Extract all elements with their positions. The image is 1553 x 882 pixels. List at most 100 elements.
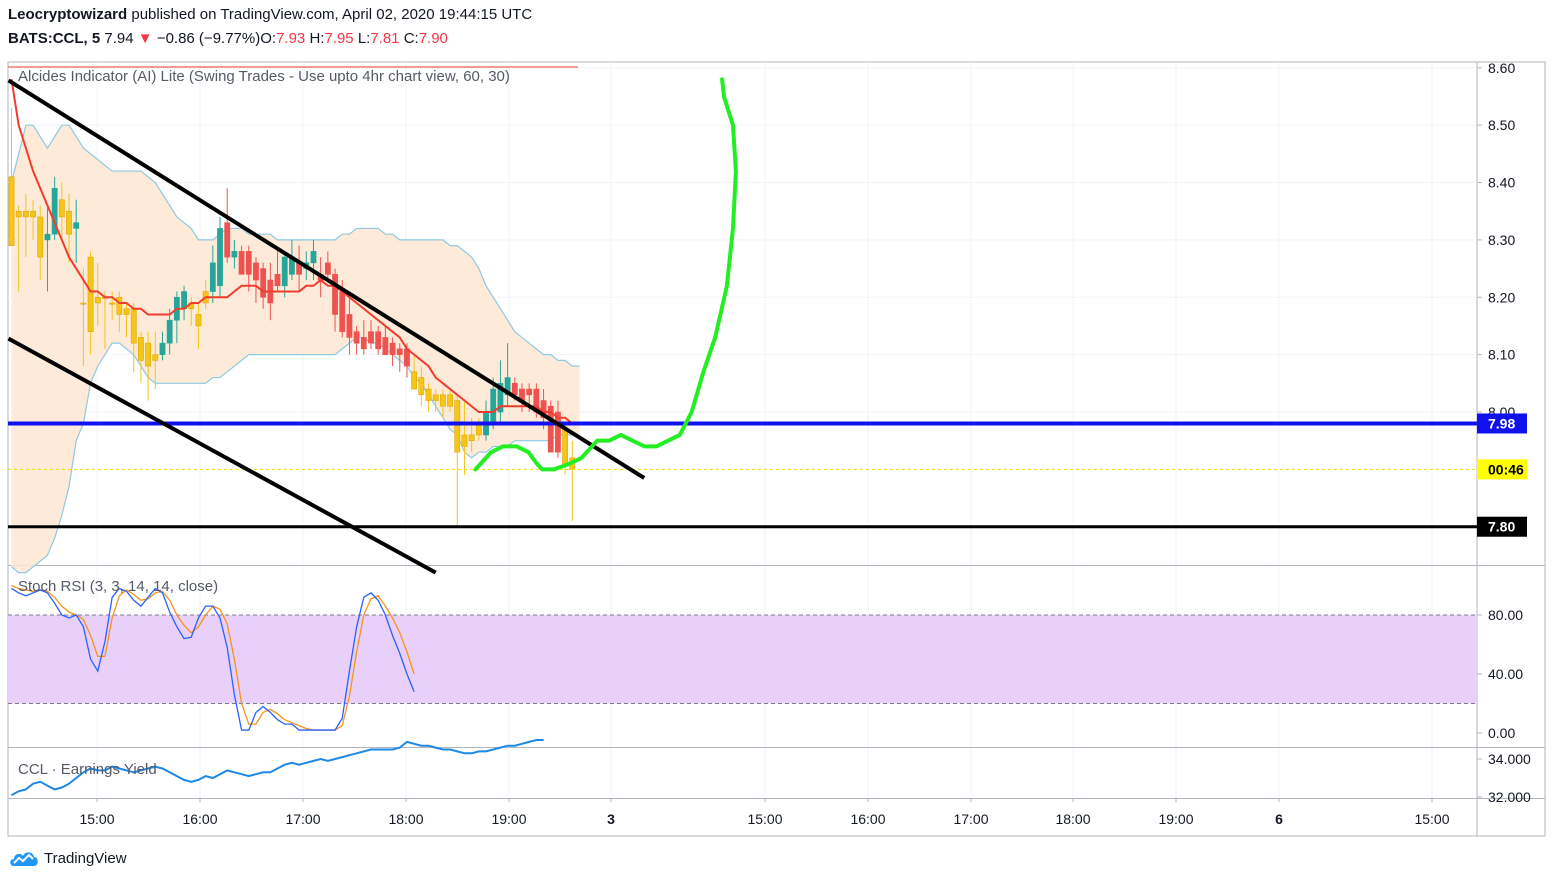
candle-body: [396, 348, 403, 355]
candle-body: [44, 233, 51, 241]
candle-body: [454, 400, 461, 453]
price-tick-label: 8.50: [1488, 117, 1515, 133]
candle-body: [66, 210, 72, 235]
bollinger-band-fill: [11, 125, 580, 573]
candle-body: [231, 251, 238, 258]
trend-channel-line: [7, 336, 437, 575]
candle-body: [152, 354, 159, 361]
candle-body: [274, 274, 281, 287]
candle-body: [439, 394, 446, 407]
low-value: 7.81: [370, 30, 400, 47]
candle-body: [224, 222, 231, 258]
time-tick-label: 17:00: [953, 811, 988, 827]
candle-body: [411, 371, 418, 390]
candle-body: [15, 210, 22, 218]
author-name[interactable]: Leocryptowizard: [8, 6, 128, 23]
candle-body: [375, 331, 382, 350]
candle-body: [238, 251, 245, 275]
candle-body: [51, 187, 58, 235]
high-value: 7.95: [324, 30, 354, 47]
symbol-label[interactable]: BATS:CCL, 5: [8, 30, 101, 47]
yield-tick-label: 32.000: [1488, 789, 1531, 805]
candle-body: [209, 262, 216, 292]
open-value: 7.93: [276, 30, 306, 47]
tradingview-logo[interactable]: TradingView: [8, 848, 127, 868]
change-arrow-icon: ▼: [137, 30, 153, 47]
time-tick-label: 15:00: [747, 811, 782, 827]
stoch-rsi-title[interactable]: Stoch RSI (3, 3, 14, 14, close): [18, 578, 219, 595]
price-tick-label: 8.10: [1488, 347, 1515, 363]
price-tag: [1477, 516, 1527, 537]
candle-body: [123, 308, 130, 315]
price-tag: [1477, 459, 1527, 480]
candle-body: [109, 302, 116, 305]
time-tick-label: 17:00: [285, 811, 320, 827]
candle-body: [511, 383, 518, 396]
publish-line: Leocryptowizard published on TradingView…: [8, 6, 532, 23]
candle-body: [447, 394, 453, 407]
candle-body: [353, 331, 360, 344]
candle-body: [360, 337, 367, 350]
candle-body: [138, 337, 144, 361]
stoch-band-fill: [8, 615, 1477, 704]
candle-body: [58, 199, 65, 218]
candle-body: [80, 302, 87, 305]
time-tick-label: 6: [1275, 811, 1283, 827]
candle-body: [497, 383, 504, 413]
open-label: O:: [260, 30, 277, 47]
yield-tick-label: 34.000: [1488, 751, 1531, 767]
candle-body: [260, 268, 267, 298]
candle-body: [425, 388, 432, 401]
indicator-title[interactable]: Alcides Indicator (AI) Lite (Swing Trade…: [18, 68, 510, 85]
candle-body: [166, 319, 173, 344]
price-tag-label: 00:46: [1488, 461, 1524, 477]
candle-body: [8, 176, 15, 246]
candle-body: [22, 210, 29, 218]
price-tag: [1477, 413, 1527, 434]
close-label: C:: [403, 30, 419, 47]
candle-body: [87, 256, 94, 332]
candle-body: [339, 291, 346, 332]
candle-body: [468, 434, 475, 441]
drawn-forecast-path: [473, 77, 738, 472]
earnings-yield-title[interactable]: CCL · Earnings Yield: [18, 761, 157, 778]
close-value: 7.90: [418, 30, 448, 47]
time-tick-label: 18:00: [388, 811, 423, 827]
high-label: H:: [309, 30, 325, 47]
candle-body: [555, 411, 561, 453]
trend-channel-line: [7, 78, 646, 480]
tradingview-cloud-icon: [10, 852, 38, 866]
candle-body: [490, 388, 497, 424]
brand-name: TradingView: [44, 849, 127, 867]
stoch-k-line: [11, 587, 415, 731]
candle-body: [332, 274, 338, 315]
stoch-tick-label: 0.00: [1488, 725, 1515, 741]
candle-body: [562, 428, 569, 464]
time-tick-label: 18:00: [1055, 811, 1090, 827]
candle-body: [418, 377, 425, 396]
bollinger-upper-line: [10, 124, 580, 367]
candle-body: [116, 296, 123, 315]
candle-body: [253, 262, 259, 281]
candle-body: [461, 434, 468, 447]
time-tick-label: 16:00: [850, 811, 885, 827]
candle-body: [245, 251, 252, 275]
chart-frame: [7, 61, 1546, 837]
time-tick-label: 15:00: [1414, 811, 1449, 827]
time-tick-label: 19:00: [491, 811, 526, 827]
candle-body: [526, 388, 533, 396]
candle-body: [145, 342, 152, 367]
candle-body: [346, 314, 353, 338]
price-tag-label: 7.80: [1488, 519, 1515, 535]
candle-body: [159, 342, 166, 355]
price-tick-label: 8.20: [1488, 289, 1515, 305]
candle-body: [281, 256, 288, 287]
candle-body: [432, 394, 439, 401]
candle-body: [310, 251, 317, 264]
earnings-yield-line: [11, 739, 544, 796]
price-tick-label: 8.40: [1488, 175, 1515, 191]
candle-body: [73, 222, 80, 229]
candle-body: [382, 337, 389, 355]
time-tick-label: 15:00: [79, 811, 114, 827]
